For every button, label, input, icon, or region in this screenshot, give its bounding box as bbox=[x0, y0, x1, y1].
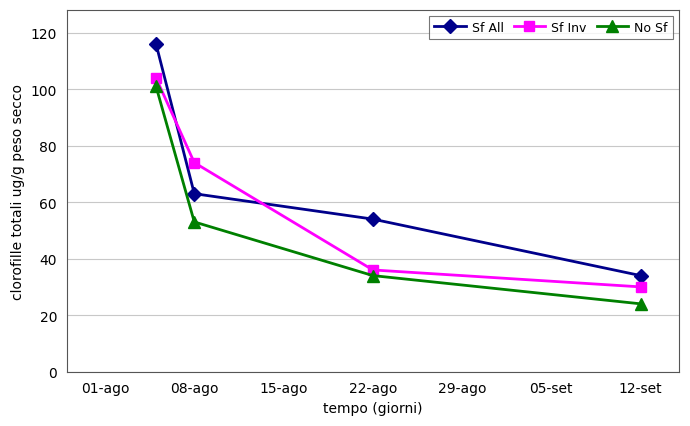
Sf All bbox=[152, 42, 160, 47]
No Sf bbox=[368, 273, 377, 279]
Legend: Sf All, Sf Inv, No Sf: Sf All, Sf Inv, No Sf bbox=[429, 17, 673, 40]
Sf Inv bbox=[368, 268, 377, 273]
No Sf bbox=[636, 302, 644, 307]
Line: No Sf: No Sf bbox=[150, 82, 647, 310]
Y-axis label: clorofille totali ug/g peso secco: clorofille totali ug/g peso secco bbox=[11, 83, 25, 299]
Line: Sf All: Sf All bbox=[151, 40, 645, 281]
Sf Inv bbox=[636, 285, 644, 290]
No Sf bbox=[190, 220, 199, 225]
Sf All bbox=[636, 273, 644, 279]
Sf Inv bbox=[152, 76, 160, 81]
No Sf bbox=[152, 85, 160, 90]
X-axis label: tempo (giorni): tempo (giorni) bbox=[323, 401, 422, 415]
Sf Inv bbox=[190, 161, 199, 166]
Sf All bbox=[368, 217, 377, 222]
Line: Sf Inv: Sf Inv bbox=[151, 74, 645, 292]
Sf All bbox=[190, 192, 199, 197]
